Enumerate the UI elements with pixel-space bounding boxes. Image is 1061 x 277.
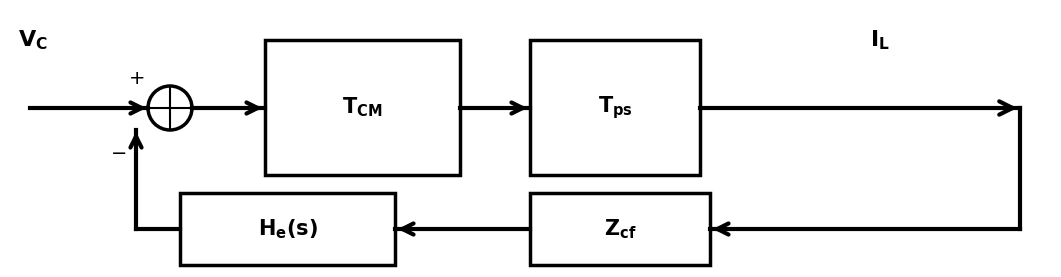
Text: $\mathbf{T_{CM}}$: $\mathbf{T_{CM}}$ — [343, 96, 383, 119]
Text: $-$: $-$ — [110, 142, 126, 161]
Text: $\mathbf{V_C}$: $\mathbf{V_C}$ — [18, 28, 48, 52]
Text: $\mathbf{Z_{cf}}$: $\mathbf{Z_{cf}}$ — [604, 217, 637, 241]
Text: $+$: $+$ — [127, 68, 144, 88]
Text: $\mathbf{I_L}$: $\mathbf{I_L}$ — [870, 28, 890, 52]
Text: $\mathbf{T_{ps}}$: $\mathbf{T_{ps}}$ — [597, 94, 632, 121]
Bar — [530, 40, 700, 175]
Text: $\mathbf{H_e(s)}$: $\mathbf{H_e(s)}$ — [258, 217, 317, 241]
Bar — [265, 40, 460, 175]
Bar — [530, 193, 710, 265]
Bar — [180, 193, 395, 265]
